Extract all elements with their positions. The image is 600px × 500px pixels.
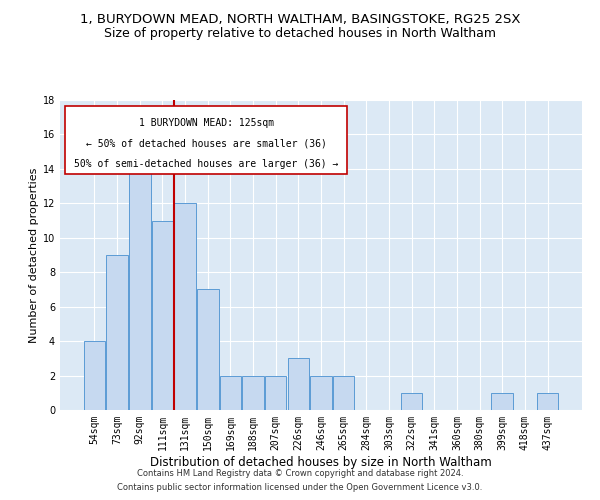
Bar — [197, 290, 218, 410]
Bar — [265, 376, 286, 410]
Bar — [175, 204, 196, 410]
Bar — [152, 220, 173, 410]
FancyBboxPatch shape — [65, 106, 347, 174]
Bar — [220, 376, 241, 410]
Text: Size of property relative to detached houses in North Waltham: Size of property relative to detached ho… — [104, 28, 496, 40]
Bar — [491, 393, 513, 410]
Text: ← 50% of detached houses are smaller (36): ← 50% of detached houses are smaller (36… — [86, 138, 326, 148]
Bar — [537, 393, 558, 410]
Text: 1 BURYDOWN MEAD: 125sqm: 1 BURYDOWN MEAD: 125sqm — [139, 118, 274, 128]
Bar — [287, 358, 309, 410]
Text: Contains HM Land Registry data © Crown copyright and database right 2024.: Contains HM Land Registry data © Crown c… — [137, 468, 463, 477]
Bar — [242, 376, 264, 410]
Bar — [106, 255, 128, 410]
X-axis label: Distribution of detached houses by size in North Waltham: Distribution of detached houses by size … — [150, 456, 492, 468]
Bar — [84, 341, 105, 410]
Y-axis label: Number of detached properties: Number of detached properties — [29, 168, 38, 342]
Bar — [129, 152, 151, 410]
Text: 1, BURYDOWN MEAD, NORTH WALTHAM, BASINGSTOKE, RG25 2SX: 1, BURYDOWN MEAD, NORTH WALTHAM, BASINGS… — [80, 12, 520, 26]
Bar — [333, 376, 355, 410]
Text: 50% of semi-detached houses are larger (36) →: 50% of semi-detached houses are larger (… — [74, 159, 338, 169]
Bar — [401, 393, 422, 410]
Bar — [310, 376, 332, 410]
Text: Contains public sector information licensed under the Open Government Licence v3: Contains public sector information licen… — [118, 484, 482, 492]
